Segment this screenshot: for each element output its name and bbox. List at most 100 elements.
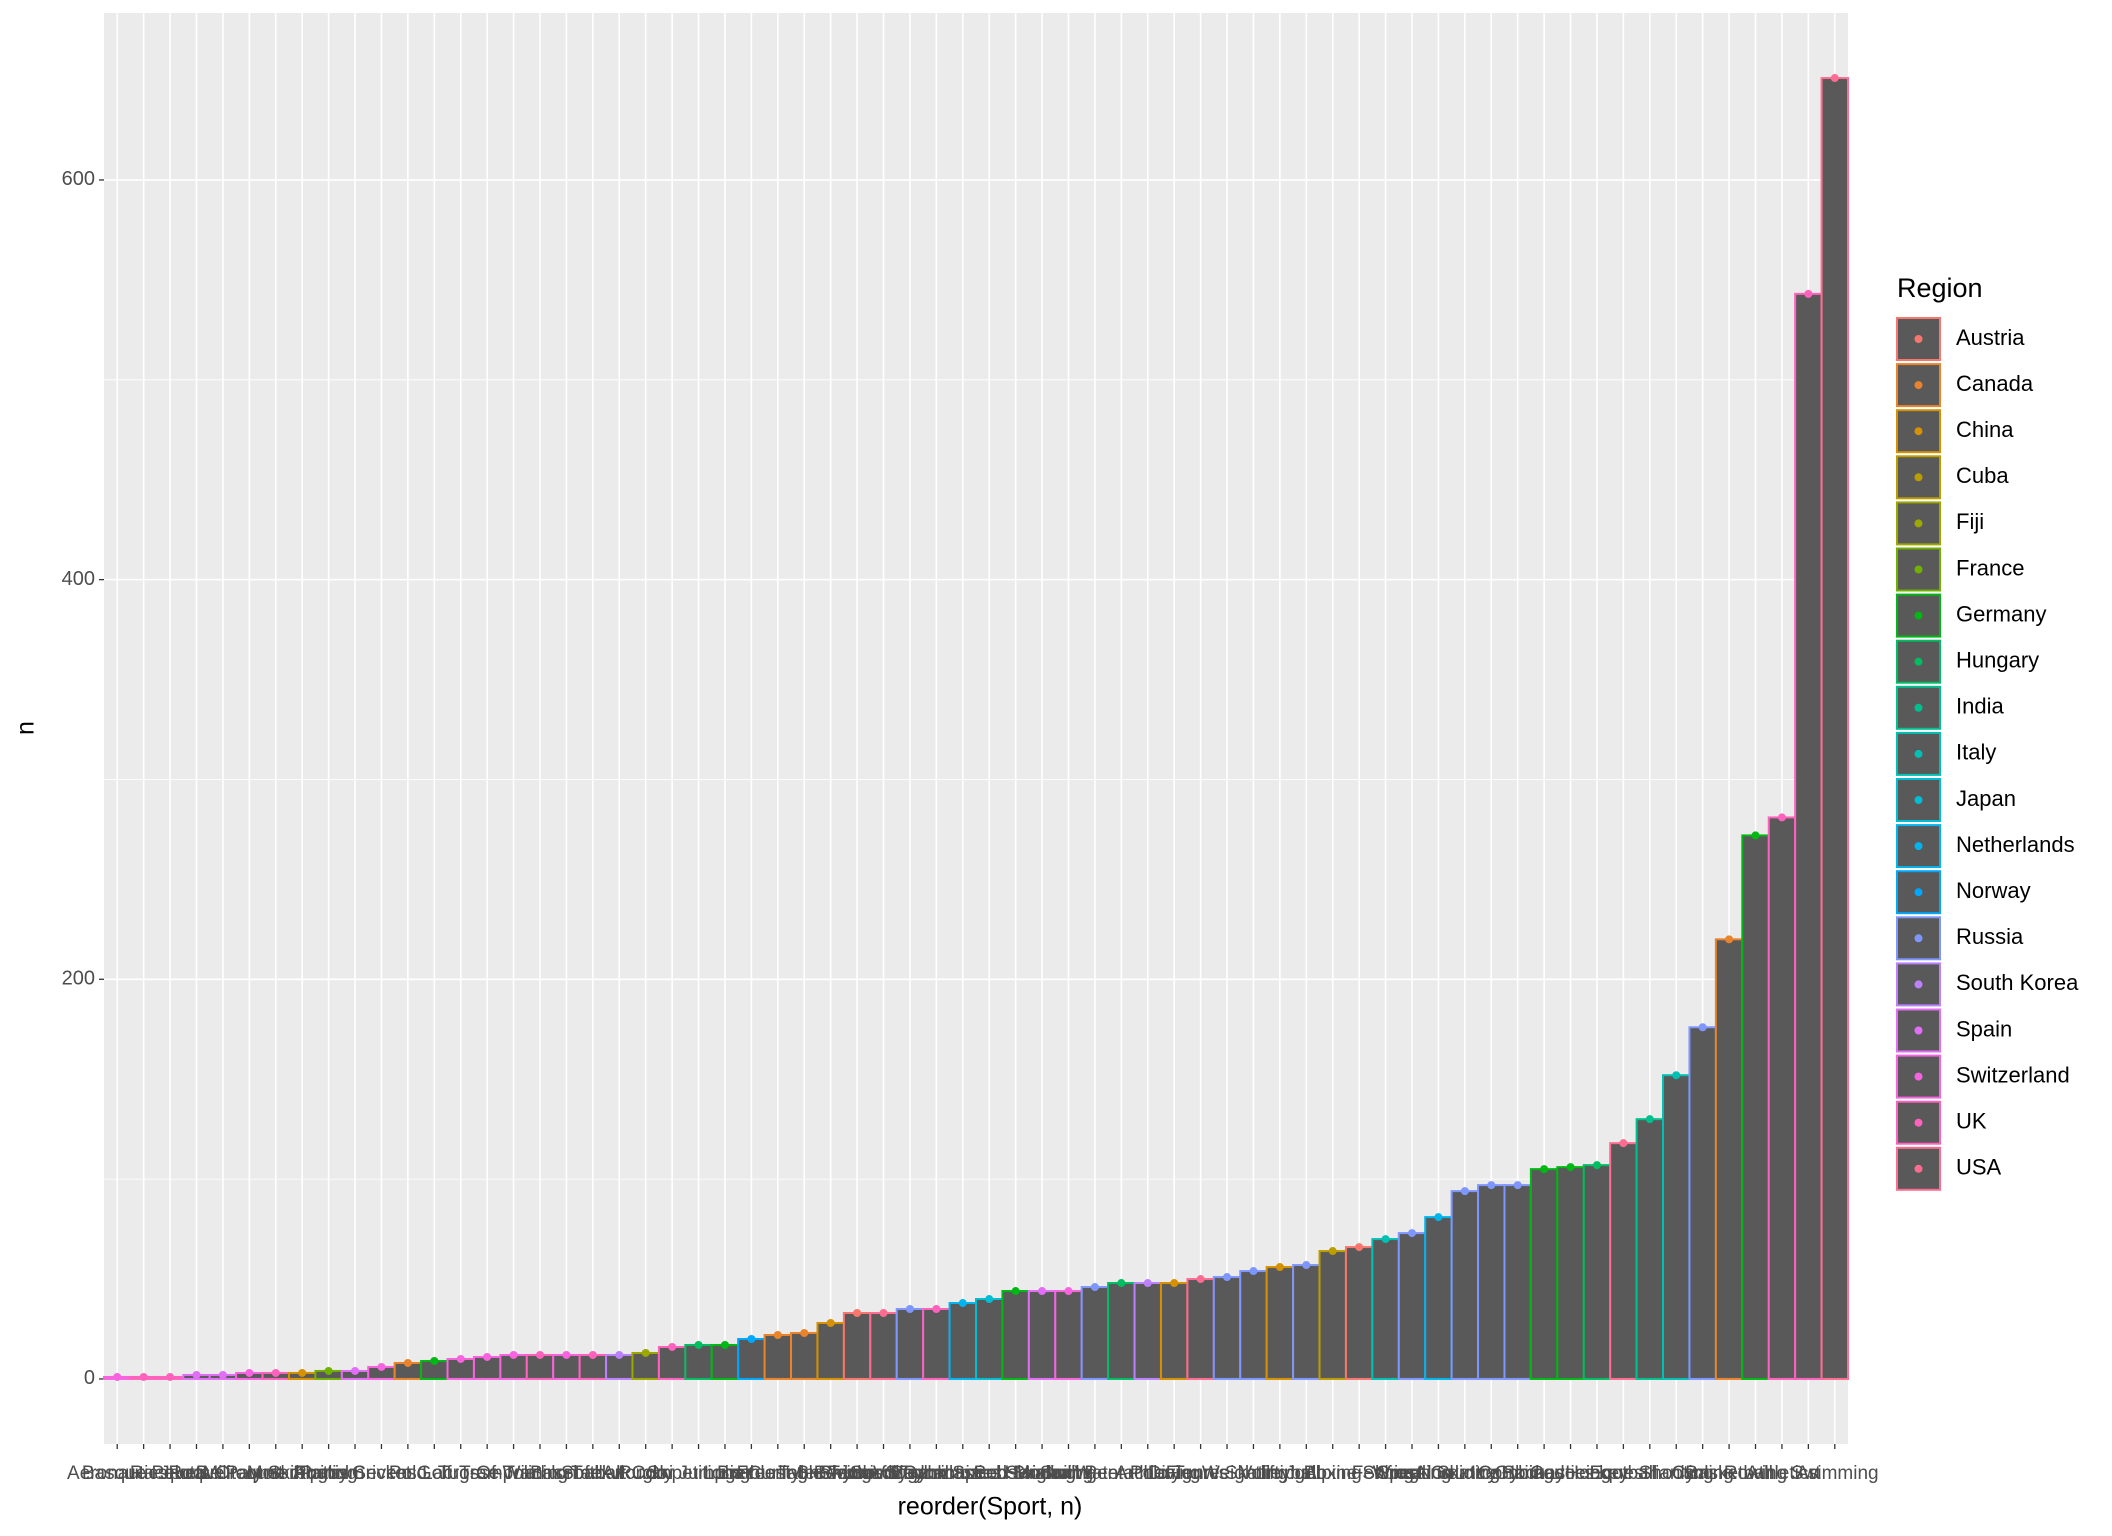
- x-tick-label: Cycling: [1672, 1463, 1734, 1484]
- x-tick-label: Modern Pentathlon: [1015, 1463, 1176, 1484]
- x-tick-label: Cricket: [352, 1463, 412, 1484]
- x-tick-label: Lacrosse: [422, 1463, 499, 1484]
- legend-key: [1896, 731, 1941, 776]
- x-tick-label: Short Track Speed Skating: [850, 1463, 1076, 1484]
- bar: [1714, 938, 1744, 1380]
- point: [1223, 1273, 1232, 1282]
- bar: [1212, 1276, 1242, 1380]
- legend-label: China: [1956, 417, 2014, 442]
- legend-dot: [1914, 381, 1923, 390]
- bar: [1027, 1290, 1057, 1380]
- bar: [763, 1333, 793, 1380]
- bar: [1186, 1278, 1215, 1380]
- point: [1408, 1229, 1416, 1238]
- point: [536, 1350, 544, 1359]
- x-tick-label: Racquets: [130, 1463, 210, 1484]
- point: [1011, 1287, 1020, 1296]
- point: [351, 1366, 360, 1375]
- bar: [1688, 1026, 1717, 1380]
- y-tick-label: 600: [62, 168, 95, 190]
- x-tick-label: Sailing: [1040, 1463, 1097, 1484]
- bar: [1344, 1246, 1374, 1380]
- x-tick-label: Canoeing: [1530, 1463, 1611, 1484]
- x-tick-label: Trampolining: [459, 1463, 568, 1484]
- legend-label: Switzerland: [1956, 1062, 2070, 1087]
- bar: [1477, 1184, 1506, 1380]
- point: [1698, 1023, 1707, 1032]
- x-tick-label: Basque Pelota: [82, 1463, 206, 1484]
- bar: [1001, 1290, 1030, 1380]
- legend-dot: [1914, 934, 1923, 943]
- x-tick-label: Cross Country Skiing: [1376, 1463, 1554, 1484]
- bar: [1107, 1282, 1136, 1380]
- bar: [842, 1312, 872, 1380]
- point: [826, 1319, 835, 1328]
- bar: [1159, 1282, 1189, 1380]
- legend-dot: [1914, 980, 1923, 989]
- legend-dot: [1914, 519, 1923, 528]
- x-tick-label: Bobsleigh: [974, 1463, 1057, 1484]
- bar: [1794, 292, 1823, 1380]
- legend-label: Netherlands: [1956, 832, 2075, 857]
- y-tick-label: 400: [62, 568, 95, 590]
- point: [1381, 1235, 1390, 1244]
- x-tick-label: Figure Skating: [1166, 1463, 1289, 1484]
- point: [1328, 1247, 1337, 1256]
- point: [298, 1368, 307, 1377]
- x-tick-label: Motorboating: [247, 1463, 358, 1484]
- bar: [816, 1322, 845, 1380]
- x-tick-label: Synchronized Swimming: [885, 1463, 1093, 1484]
- point: [1434, 1213, 1443, 1222]
- point: [1249, 1267, 1258, 1276]
- x-tick-label: Swimming: [1791, 1463, 1879, 1484]
- point: [430, 1356, 439, 1365]
- point: [1460, 1187, 1469, 1196]
- bar: [1741, 834, 1770, 1380]
- bar: [1292, 1264, 1321, 1380]
- point: [668, 1342, 677, 1351]
- bar: [1767, 816, 1797, 1380]
- x-tick-label: Beach Volleyball: [814, 1463, 953, 1484]
- bar: [790, 1331, 819, 1380]
- bar: [1054, 1290, 1083, 1380]
- bar: [1635, 1118, 1665, 1380]
- bar: [1133, 1282, 1162, 1380]
- bar: [1662, 1074, 1691, 1380]
- legend-label: Russia: [1956, 924, 2024, 949]
- point: [1117, 1279, 1126, 1288]
- bar: [1503, 1184, 1532, 1380]
- x-tick-label: Alpinism: [293, 1463, 365, 1484]
- legend-dot: [1914, 888, 1923, 897]
- point: [1619, 1139, 1628, 1148]
- point: [192, 1370, 201, 1379]
- point: [720, 1340, 729, 1349]
- x-tick-label: Hockey: [1565, 1463, 1629, 1484]
- x-tick-label: Nordic Combined: [1418, 1463, 1565, 1484]
- point: [456, 1354, 465, 1363]
- bar: [1265, 1266, 1295, 1380]
- legend-dot: [1914, 1164, 1923, 1173]
- bar: [1556, 1166, 1585, 1380]
- point: [1645, 1115, 1654, 1124]
- legend-label: Austria: [1956, 325, 2025, 350]
- x-tick-label: Boxing: [1304, 1463, 1362, 1484]
- x-tick-label: Football: [1590, 1463, 1658, 1484]
- legend-label: India: [1956, 694, 2004, 719]
- point: [773, 1330, 782, 1339]
- x-tick-label: Gymnastics: [1494, 1463, 1593, 1484]
- bar: [1582, 1164, 1612, 1380]
- legend-label: Japan: [1956, 786, 2016, 811]
- x-axis-title: reorder(Sport, n): [898, 1493, 1083, 1521]
- legend-label: South Korea: [1956, 970, 2079, 995]
- point: [694, 1340, 703, 1349]
- point: [1487, 1181, 1496, 1190]
- x-tick-label: Rugby Sevens: [293, 1463, 417, 1484]
- legend-dot: [1914, 749, 1923, 758]
- legend-dot: [1914, 703, 1923, 712]
- legend-label: USA: [1956, 1155, 2002, 1180]
- point: [1777, 813, 1786, 822]
- point: [641, 1348, 650, 1357]
- legend-label: UK: [1956, 1109, 1987, 1134]
- point: [1513, 1181, 1522, 1190]
